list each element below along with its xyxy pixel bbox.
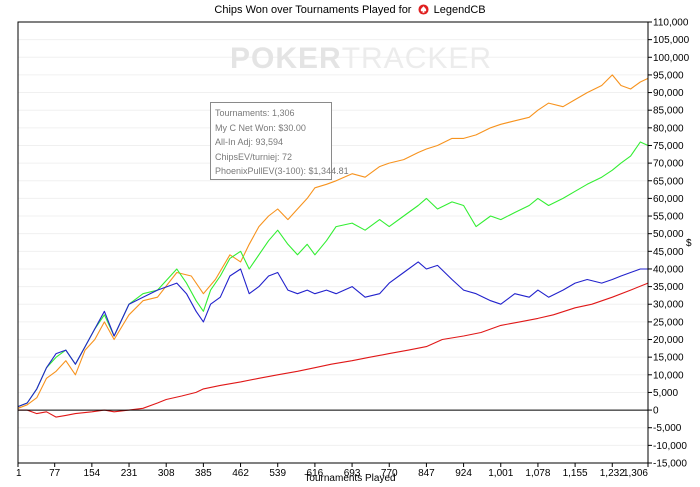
x-tick-label: 308 (158, 468, 175, 479)
x-tick-label: 539 (269, 468, 286, 479)
y-tick-label: 110,000 (653, 18, 689, 29)
chart-title: Chips Won over Tournaments Played for Le… (0, 4, 700, 16)
x-tick-label: 924 (455, 468, 472, 479)
series-layer (17, 74, 649, 418)
x-tick-label: 1,078 (525, 468, 550, 479)
y-tick-label: -5,000 (653, 423, 682, 434)
y-tick-label: -15,000 (653, 459, 687, 470)
y-tick-label: 105,000 (653, 35, 690, 46)
x-tick-label: 1,001 (488, 468, 513, 479)
stat-tournaments: Tournaments: 1,306 (215, 108, 295, 118)
x-tick-label: 616 (307, 468, 324, 479)
x-tick-label: 1 (16, 468, 22, 479)
y-tick-label: 45,000 (653, 247, 684, 258)
y-tick-label: 60,000 (653, 194, 684, 205)
y-tick-label: 70,000 (653, 159, 684, 170)
x-tick-label: 154 (84, 468, 101, 479)
x-tick-label: 385 (195, 468, 212, 479)
y-tick-label: 20,000 (653, 335, 684, 346)
y-tick-label: 15,000 (653, 353, 684, 364)
y-tick-label: 40,000 (653, 264, 684, 275)
y-tick-label: 25,000 (653, 317, 684, 328)
x-tick-label: 231 (121, 468, 138, 479)
watermark-bold: POKER (230, 42, 342, 75)
x-tick-label: 1,306 (623, 468, 648, 479)
y-tick-label: 75,000 (653, 141, 684, 152)
y-tick-label: 65,000 (653, 176, 684, 187)
x-tick-label: 847 (418, 468, 435, 479)
x-tick-label: 77 (49, 468, 61, 479)
y-tick-label: 85,000 (653, 106, 684, 117)
plot-frame (17, 21, 649, 464)
stat-all-in-adj: All-In Adj: 93,594 (215, 137, 284, 147)
x-axis-label: Tournaments Played (304, 473, 396, 484)
player-name: LegendCB (433, 4, 486, 16)
stat-net-won: My C Net Won: $30.00 (215, 122, 306, 133)
x-tick-label: 1,155 (563, 468, 588, 479)
y-tick-label: 55,000 (653, 212, 684, 223)
x-tick-label: 1,232 (600, 468, 625, 479)
watermark-light: TRACKER (341, 42, 493, 75)
stat-chips-ev: ChipsEV/turniej: 72 (215, 151, 293, 162)
y-tick-label: 80,000 (653, 123, 684, 134)
series-line-3 (17, 261, 648, 408)
x-tick-label: 462 (232, 468, 249, 479)
y-tick-label: 50,000 (653, 229, 684, 240)
y-tick-label: 35,000 (653, 282, 684, 293)
pokertracker-watermark: POKERTRACKER (230, 42, 492, 76)
y-tick-label: 5,000 (653, 388, 678, 399)
y-tick-label: -10,000 (653, 441, 687, 452)
stats-tooltip: Tournaments: 1,306 My C Net Won: $30.00 … (210, 102, 349, 180)
stat-phoenix-pull-ev: PhoenixPullEV(3-100): $1,344.81 (215, 166, 349, 176)
y-tick-label: 30,000 (653, 300, 684, 311)
y-tick-label: 90,000 (653, 88, 684, 99)
y-tick-label: 0 (653, 406, 659, 417)
y-tick-label: 100,000 (653, 53, 690, 64)
series-line-4 (18, 282, 649, 418)
x-tick-label: 770 (381, 468, 398, 479)
y-axis: -15,000 -10,000 -5,000 0 5,000 10,000 15,000 20… (648, 18, 690, 470)
y-tick-label: 95,000 (653, 70, 684, 81)
plot-background (18, 22, 648, 463)
y-axis-unit: $ (686, 238, 692, 249)
chart-title-text: Chips Won over Tournaments Played for (214, 4, 412, 16)
y-tick-label: 10,000 (653, 370, 684, 381)
player-logo-icon (418, 4, 429, 15)
x-axis: 1 77 154 231 308 385 462 539 616 693 770 847 924 1,00… (16, 463, 649, 479)
x-tick-label: 693 (344, 468, 361, 479)
series-line-1 (17, 74, 649, 409)
